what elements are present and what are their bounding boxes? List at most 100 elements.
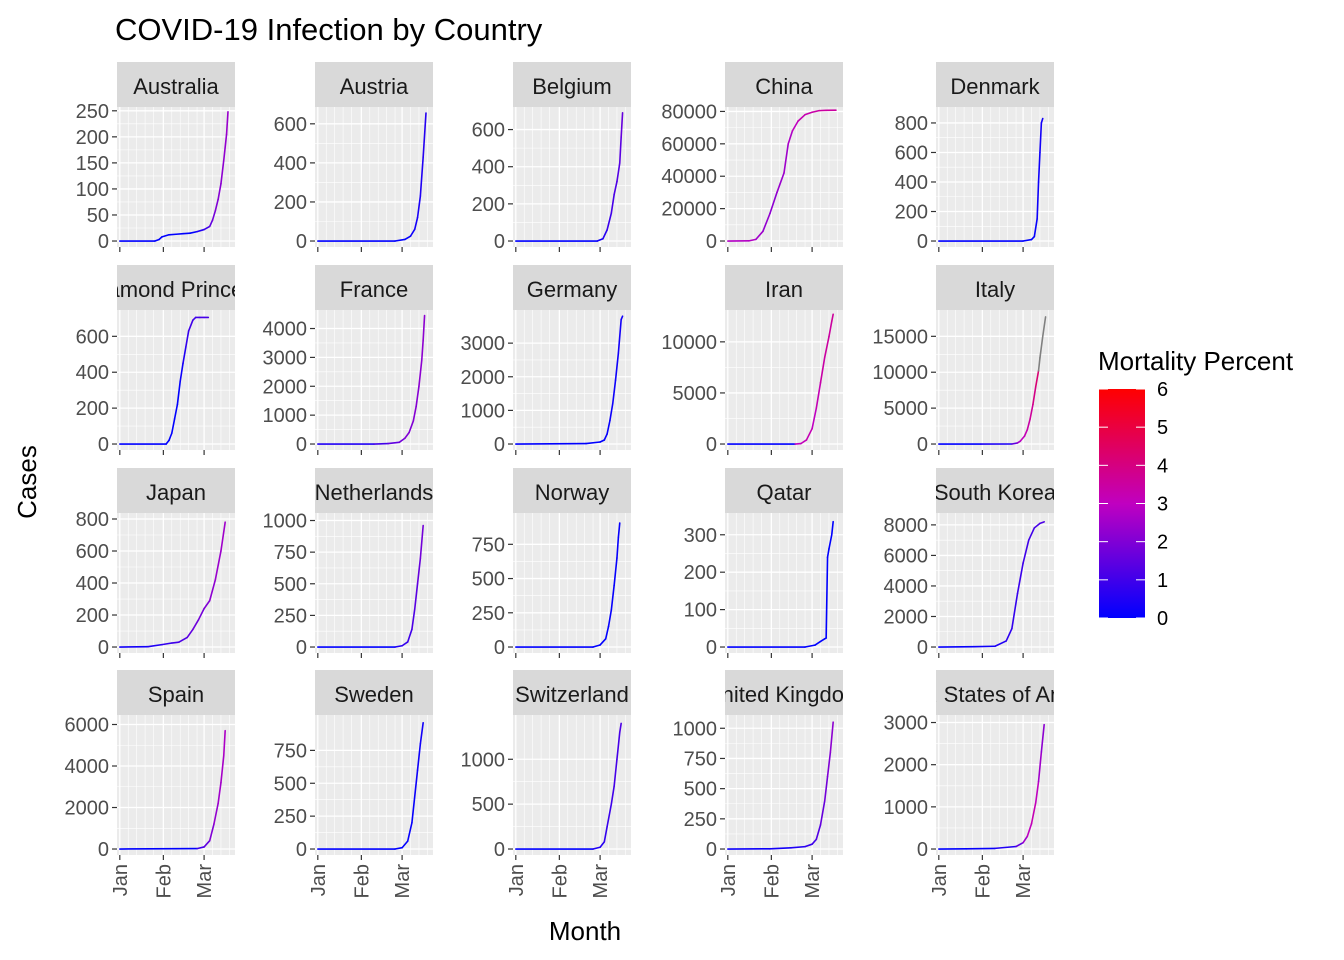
y-tick-label: 200	[76, 127, 109, 149]
y-tick-label: 0	[917, 231, 928, 253]
series-line-segment	[599, 638, 607, 646]
series-line-segment	[185, 330, 190, 348]
x-tick-label: Feb	[761, 864, 783, 898]
series-line-segment	[175, 232, 184, 236]
series-line-segment	[203, 225, 211, 231]
y-tick-label: 2000	[461, 367, 506, 389]
series-line-segment	[606, 419, 611, 435]
series-line-segment	[422, 314, 426, 341]
series-line-segment	[804, 644, 816, 648]
facet-panel	[725, 513, 843, 653]
y-tick-label: 2000	[884, 606, 929, 628]
facet-iran: Iran 0 5000 10000	[661, 265, 843, 456]
y-tick-label: 400	[472, 157, 505, 179]
series-line-segment	[609, 402, 614, 422]
y-tick-label: 0	[706, 637, 717, 659]
y-tick-label: 600	[76, 326, 109, 348]
series-line-segment	[208, 579, 217, 602]
y-tick-label: 750	[274, 740, 307, 762]
y-tick-label: 0	[917, 839, 928, 861]
x-tick-label: Jan	[110, 864, 132, 896]
y-tick-label: 6000	[884, 545, 929, 567]
series-line-segment	[394, 238, 406, 242]
facet-panel	[315, 513, 433, 653]
x-tick-label: Feb	[351, 864, 373, 898]
series-line-segment	[1040, 117, 1044, 124]
series-line-segment	[419, 524, 424, 560]
series-line-segment	[805, 427, 813, 441]
series-line-segment	[419, 156, 424, 197]
series-line-segment	[168, 432, 173, 442]
series-line-segment	[618, 136, 622, 164]
y-tick-label: 200	[274, 192, 307, 214]
series-line-segment	[178, 636, 189, 644]
series-line-segment	[214, 198, 219, 212]
series-line-segment	[607, 609, 613, 628]
y-tick-label: 0	[706, 231, 717, 253]
y-tick-label: 40000	[661, 166, 717, 188]
series-line-segment	[1027, 527, 1036, 541]
series-line-segment	[797, 113, 806, 122]
series-line-segment	[616, 162, 621, 183]
y-tick-label: 0	[98, 839, 109, 861]
series-line-segment	[592, 644, 601, 648]
facet-switzerland: Switzerland 0 500 1000 Jan Feb Mar	[461, 670, 631, 898]
series-line-segment	[170, 641, 180, 644]
series-line-segment	[830, 313, 834, 323]
y-tick-label: 500	[472, 794, 505, 816]
y-tick-label: 4000	[884, 576, 929, 598]
series-line-segment	[1023, 428, 1029, 437]
series-line-segment	[213, 802, 219, 825]
facet-strip-label: Diamond Princess	[87, 277, 266, 302]
series-line-segment	[815, 824, 822, 841]
series-line-segment	[994, 640, 1008, 648]
y-tick-label: 0	[296, 839, 307, 861]
series-line-segment	[182, 346, 187, 365]
facet-strip	[936, 468, 1054, 513]
facet-strip	[513, 265, 631, 310]
series-line-segment	[825, 556, 829, 639]
y-tick-label: 800	[76, 509, 109, 531]
series-line-segment	[413, 769, 419, 798]
series-line-segment	[748, 238, 757, 242]
series-line-segment	[1030, 801, 1037, 825]
series-line-segment	[769, 191, 778, 215]
series-line-segment	[401, 840, 409, 849]
legend-tick-label: 0	[1157, 608, 1168, 630]
y-tick-label: 2000	[65, 798, 110, 820]
facet-strip	[725, 62, 843, 107]
facet-panel	[513, 513, 631, 653]
series-line-segment	[225, 111, 229, 136]
series-line-segment	[613, 557, 618, 587]
series-line-segment	[182, 232, 191, 235]
y-tick-label: 200	[472, 194, 505, 216]
y-tick-label: 0	[98, 434, 109, 456]
y-tick-label: 1000	[884, 797, 929, 819]
facet-panel	[117, 107, 235, 247]
y-tick-label: 250	[684, 809, 717, 831]
series-line-segment	[787, 130, 794, 145]
facet-china: China 0 20000 40000 60000 80000	[661, 62, 843, 253]
x-tick-label: Feb	[549, 864, 571, 898]
y-tick-label: 3000	[461, 333, 506, 355]
series-line-segment	[1033, 218, 1038, 238]
series-line-segment	[186, 628, 194, 639]
facet-united-kingdom: United Kingdom 0 250 500 750 1000 Jan Feb Mar	[673, 670, 843, 898]
y-tick-label: 750	[684, 748, 717, 770]
series-line-segment	[592, 846, 601, 850]
series-line-segment	[602, 229, 608, 240]
series-line-segment	[401, 641, 409, 647]
facet-sweden: Sweden 0 250 500 750 Jan Feb Mar	[274, 670, 433, 898]
series-line-segment	[222, 729, 226, 757]
series-line-segment	[603, 825, 608, 843]
x-tick-label: Jan	[308, 864, 330, 896]
series-line-segment	[618, 722, 622, 734]
facet-strip	[936, 670, 1054, 715]
series-line-segment	[603, 433, 608, 441]
series-line-segment	[826, 751, 832, 778]
series-line-segment	[776, 172, 785, 194]
series-line-segment	[179, 362, 184, 383]
series-line-segment	[411, 795, 416, 824]
y-tick-label: 80000	[661, 101, 717, 123]
y-tick-label: 250	[472, 603, 505, 625]
